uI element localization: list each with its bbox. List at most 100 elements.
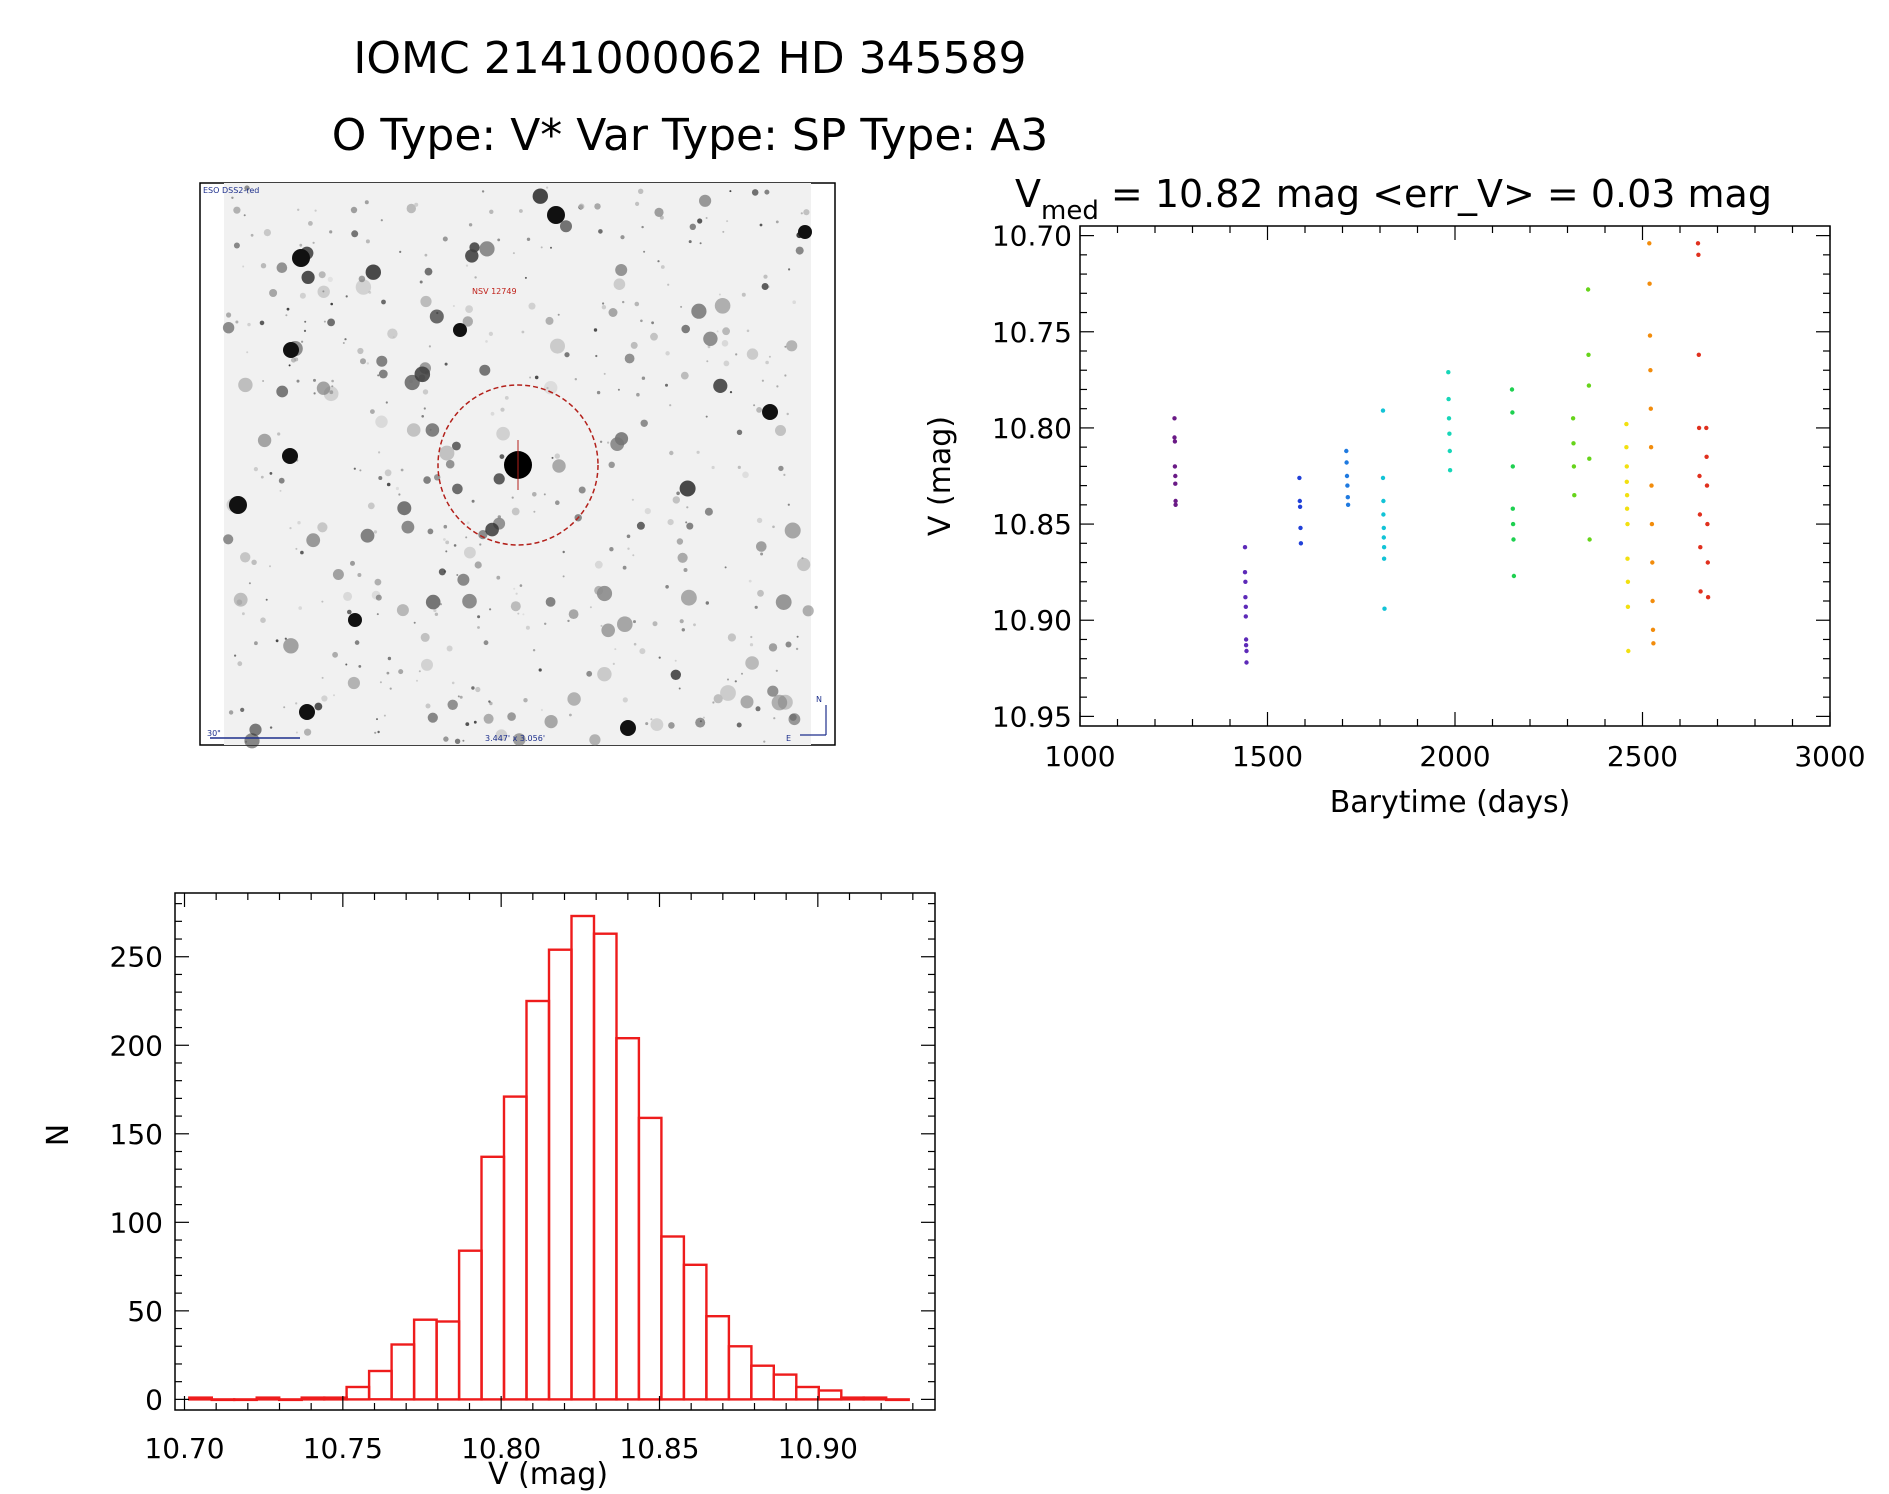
star-dot bbox=[751, 189, 759, 196]
light-curve-point bbox=[1244, 648, 1249, 654]
star-dot bbox=[589, 734, 601, 746]
histogram-bar bbox=[232, 1398, 258, 1402]
star-dot bbox=[746, 329, 750, 333]
star-dot bbox=[702, 716, 705, 719]
light-curve-point bbox=[1705, 521, 1710, 527]
star-dot bbox=[540, 246, 543, 249]
light-curve-point bbox=[1648, 368, 1653, 373]
light-curve-point bbox=[1297, 498, 1303, 504]
star-dot bbox=[786, 412, 789, 416]
light-curve-ytick-label: 10.70 bbox=[992, 220, 1072, 253]
star-dot bbox=[640, 319, 643, 323]
star-dot bbox=[720, 685, 736, 701]
star-dot bbox=[330, 302, 334, 306]
light-curve-title: Vmed = 10.82 mag <err_V> = 0.03 mag bbox=[1015, 172, 1772, 226]
star-dot bbox=[468, 223, 473, 227]
star-dot bbox=[626, 534, 631, 539]
star-dot bbox=[681, 628, 685, 632]
light-curve-point bbox=[1381, 545, 1387, 550]
star-dot bbox=[286, 307, 290, 311]
star-dot bbox=[538, 668, 542, 672]
star-dot bbox=[299, 243, 303, 247]
star-dot bbox=[376, 613, 379, 616]
star-dot bbox=[756, 541, 767, 552]
star-dot bbox=[657, 260, 660, 263]
star-dot bbox=[775, 425, 786, 436]
star-dot bbox=[253, 467, 258, 472]
star-dot bbox=[260, 475, 264, 479]
star-dot bbox=[471, 686, 475, 690]
star-dot bbox=[795, 246, 804, 255]
histogram-bar bbox=[592, 932, 618, 1401]
compass-north-label: N bbox=[816, 695, 822, 704]
light-curve-ytick-label: 10.90 bbox=[992, 604, 1072, 637]
star-dot bbox=[367, 502, 375, 510]
light-curve-point bbox=[1381, 535, 1387, 540]
star-dot bbox=[608, 461, 615, 468]
star-dot bbox=[772, 525, 775, 529]
histogram-bar bbox=[278, 1398, 303, 1402]
survey-label: ESO DSS2-red bbox=[203, 186, 259, 195]
star-dot bbox=[471, 499, 475, 503]
star-dot bbox=[532, 649, 536, 652]
star-dot bbox=[248, 582, 251, 585]
star-dot bbox=[433, 608, 437, 613]
star-dot bbox=[729, 391, 733, 394]
histogram-bar bbox=[682, 1263, 708, 1401]
histogram-xtick-label: 10.85 bbox=[619, 1432, 699, 1465]
star-dot bbox=[596, 585, 613, 602]
light-curve-point bbox=[1243, 579, 1248, 584]
star-dot bbox=[788, 268, 791, 271]
star-dot bbox=[265, 598, 268, 601]
star-dot bbox=[510, 601, 521, 612]
star-dot bbox=[423, 407, 426, 410]
star-dot bbox=[741, 292, 746, 297]
star-dot bbox=[321, 676, 324, 679]
star-dot bbox=[332, 569, 344, 580]
light-curve-point bbox=[1648, 406, 1654, 411]
star-dot bbox=[562, 575, 565, 578]
star-dot bbox=[552, 459, 566, 473]
star-dot bbox=[544, 715, 558, 729]
star-dot bbox=[713, 694, 723, 704]
star-dot bbox=[630, 341, 638, 349]
light-curve-point bbox=[1344, 448, 1349, 454]
histogram-bar bbox=[480, 1155, 506, 1401]
star-dot bbox=[249, 723, 262, 736]
light-curve-point bbox=[1509, 387, 1515, 392]
histogram-bar bbox=[817, 1389, 843, 1401]
star-dot bbox=[757, 589, 764, 597]
star-dot bbox=[332, 651, 338, 658]
star-dot bbox=[665, 383, 668, 387]
star-dot bbox=[318, 271, 326, 279]
star-dot bbox=[297, 208, 300, 211]
star-dot bbox=[511, 496, 514, 499]
star-dot bbox=[489, 701, 493, 706]
light-curve-point bbox=[1624, 464, 1630, 469]
histogram-ytick-label: 50 bbox=[127, 1295, 163, 1328]
star-dot bbox=[355, 279, 372, 295]
star-dot-bright bbox=[282, 448, 298, 464]
star-dot bbox=[578, 203, 585, 210]
histogram-bar bbox=[300, 1396, 326, 1401]
star-dot bbox=[660, 265, 665, 269]
star-dot-bright bbox=[299, 704, 315, 720]
light-curve-point bbox=[1243, 637, 1249, 642]
star-dot bbox=[680, 305, 683, 308]
star-dot bbox=[614, 432, 629, 446]
star-dot bbox=[242, 265, 245, 268]
star-dot bbox=[423, 476, 431, 484]
sky-image-panel: ESO DSS2-red NSV 12749 30" 3.447' x 3.05… bbox=[199, 182, 836, 749]
star-dot bbox=[787, 503, 790, 506]
light-curve-point bbox=[1650, 598, 1655, 604]
histogram-bar bbox=[210, 1398, 236, 1402]
star-dot bbox=[277, 432, 281, 436]
star-dot bbox=[259, 320, 265, 326]
star-dot bbox=[416, 679, 418, 682]
star-dot bbox=[425, 423, 440, 437]
star-dot bbox=[622, 300, 625, 304]
star-dot bbox=[275, 639, 279, 643]
star-dot bbox=[513, 587, 516, 590]
star-dot bbox=[479, 543, 482, 546]
